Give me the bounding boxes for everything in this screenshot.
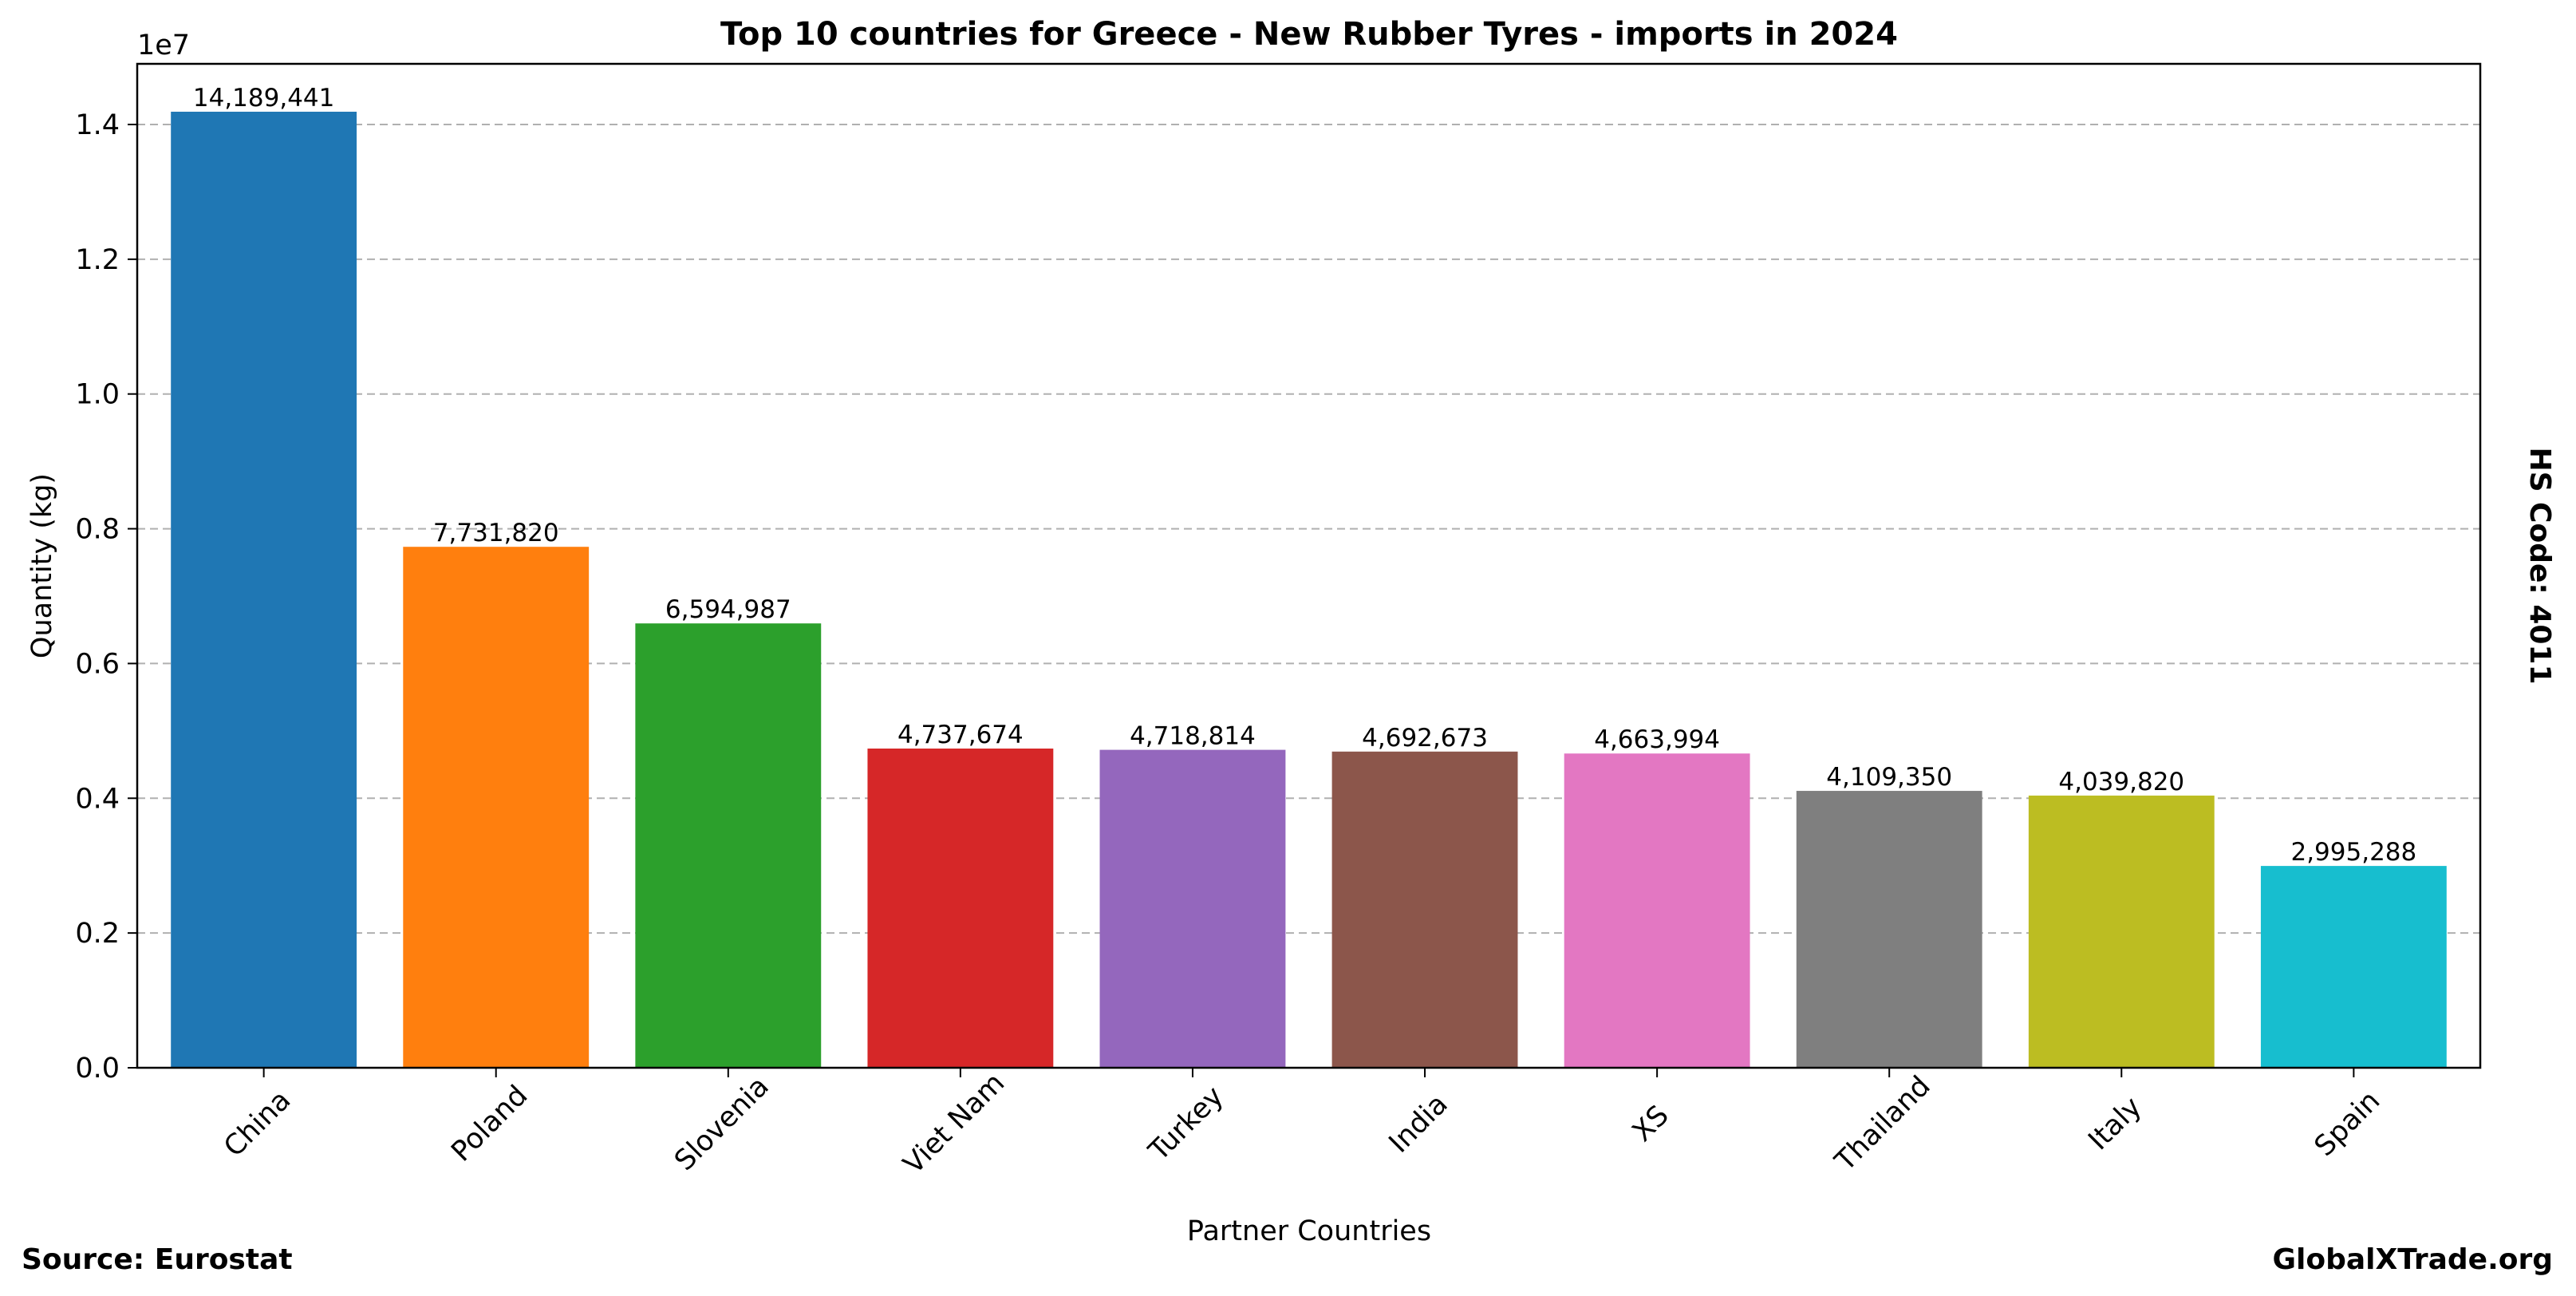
bar — [2260, 866, 2447, 1068]
bar — [1099, 749, 1286, 1068]
source-credit: Source: Eurostat — [22, 1243, 293, 1276]
x-axis-label: Partner Countries — [1187, 1215, 1431, 1247]
bar-value-label: 4,692,673 — [1362, 724, 1488, 753]
bar-value-label: 2,995,288 — [2290, 838, 2416, 867]
bar-value-label: 6,594,987 — [665, 595, 791, 624]
x-axis-ticks: China Poland Slovenia Viet Nam Turkey India XS… — [218, 1067, 2386, 1180]
bar — [171, 111, 357, 1068]
bar-value-label: 14,189,441 — [193, 84, 335, 113]
bar — [1331, 751, 1518, 1068]
bar-value-label: 7,731,820 — [433, 519, 559, 547]
x-tick-label: Thailand — [1828, 1070, 1936, 1178]
y-axis-scale-factor: 1e7 — [137, 30, 190, 61]
x-tick-label: China — [218, 1085, 297, 1164]
x-tick-label: Poland — [445, 1080, 534, 1168]
bar-value-label: 4,663,994 — [1594, 725, 1720, 754]
x-tick-label: Viet Nam — [897, 1067, 1011, 1180]
bar-value-label: 4,039,820 — [2058, 768, 2184, 796]
y-tick-label: 0.0 — [75, 1053, 120, 1085]
x-tick-label: Italy — [2083, 1091, 2148, 1156]
bars — [171, 111, 2447, 1068]
y-tick-label: 1.0 — [75, 379, 120, 411]
bar — [867, 749, 1054, 1068]
plot-frame — [136, 62, 2482, 1069]
bar — [1564, 753, 1750, 1068]
y-tick-label: 1.4 — [75, 109, 120, 141]
bar-value-label: 4,109,350 — [1826, 763, 1952, 792]
bar — [1796, 791, 1982, 1068]
x-tick-label: Spain — [2309, 1085, 2386, 1163]
y-tick-label: 0.8 — [75, 514, 120, 546]
x-tick-label: XS — [1627, 1100, 1675, 1148]
y-tick-label: 0.4 — [75, 783, 120, 815]
y-tick-label: 0.2 — [75, 918, 120, 950]
bar — [2028, 795, 2215, 1068]
y-tick-label: 1.2 — [75, 244, 120, 276]
bar-value-label: 4,737,674 — [897, 721, 1024, 749]
x-tick-label: Turkey — [1142, 1081, 1230, 1168]
x-tick-label: Slovenia — [669, 1070, 775, 1177]
hs-code-note: HS Code: 4011 — [2523, 447, 2556, 684]
y-axis-label: Quantity (kg) — [26, 473, 58, 658]
bar — [635, 623, 822, 1068]
chart-title: Top 10 countries for Greece - New Rubber… — [720, 16, 1898, 53]
y-axis-ticks: 0.0 0.2 0.4 0.6 0.8 1.0 1.2 1.4 — [75, 109, 137, 1085]
bar-value-label: 4,718,814 — [1130, 722, 1256, 751]
y-tick-label: 0.6 — [75, 648, 120, 680]
x-tick-label: India — [1383, 1089, 1454, 1160]
brand-credit: GlobalXTrade.org — [2272, 1243, 2553, 1276]
bar — [403, 547, 590, 1068]
bar-value-labels: 14,189,441 7,731,820 6,594,987 4,737,674 4,7… — [193, 84, 2416, 867]
